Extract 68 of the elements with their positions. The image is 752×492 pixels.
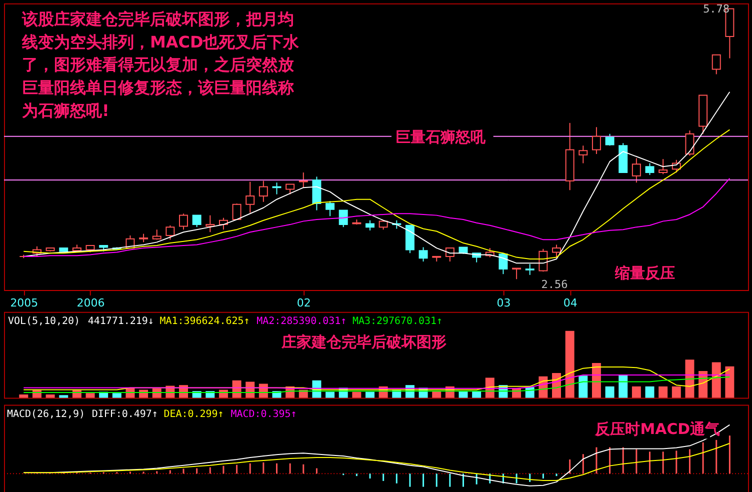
bar — [632, 386, 641, 398]
candlestick — [645, 162, 654, 176]
candlestick — [592, 126, 601, 155]
bar — [565, 330, 574, 398]
bar — [366, 392, 374, 398]
candlestick — [525, 264, 534, 276]
x-tick-label: 2005 — [10, 296, 38, 310]
candlestick — [366, 220, 374, 231]
bar — [658, 386, 668, 398]
text: DIFF:0.497↑ — [92, 408, 158, 420]
text: VOL(5,10,20) — [8, 316, 80, 327]
bar — [605, 386, 614, 398]
bar — [472, 391, 482, 398]
bar — [19, 394, 28, 398]
bar — [592, 362, 601, 398]
candlestick — [712, 54, 721, 75]
bar — [685, 360, 694, 398]
candlestick — [246, 181, 255, 214]
bar — [725, 366, 734, 398]
candlestick — [258, 180, 268, 202]
candlestick — [232, 203, 242, 220]
bar — [432, 391, 442, 398]
text: MACD(26,12,9) — [6, 408, 86, 420]
x-tick-label: 03 — [496, 296, 511, 310]
bar — [672, 386, 681, 398]
text: MA1:396624.625↑ — [160, 316, 250, 327]
candlestick — [685, 130, 694, 156]
candlestick — [326, 200, 335, 217]
candlestick — [166, 224, 175, 240]
candlestick — [206, 214, 215, 233]
annotation: 反压时MACD通气 — [594, 420, 720, 438]
bar — [618, 375, 628, 398]
candlestick — [286, 184, 295, 195]
annotation: 5.78 — [703, 2, 730, 16]
candlestick — [578, 145, 588, 164]
bar — [59, 395, 68, 398]
bar — [578, 376, 588, 398]
text: 441771.219↓ — [88, 316, 154, 327]
candlestick — [312, 176, 322, 211]
text: MACD:0.395↑ — [230, 408, 297, 420]
candlestick — [418, 246, 428, 262]
x-tick-label: 04 — [563, 296, 578, 310]
bar — [112, 393, 122, 398]
candlestick — [338, 210, 348, 228]
candlestick — [632, 158, 641, 184]
candlestick — [192, 214, 202, 228]
annotation: 缩量反压 — [614, 264, 676, 282]
x-tick-label: 02 — [296, 296, 311, 310]
bar — [352, 392, 362, 398]
x-tick-label: 2006 — [76, 296, 105, 310]
candlestick — [498, 253, 508, 275]
bar — [46, 394, 55, 398]
candlestick — [179, 213, 188, 230]
bar — [712, 362, 721, 398]
annotation: 巨量石狮怒吼 — [395, 128, 486, 146]
candlestick — [512, 268, 522, 280]
candlestick — [552, 244, 562, 259]
annotation: 庄家建仓完毕后破坏图形 — [280, 332, 447, 351]
text: MA3:297670.031↑ — [352, 316, 443, 327]
text: DEA:0.299↑ — [164, 408, 224, 420]
bar — [645, 386, 654, 398]
annotation: 2.56 — [541, 278, 568, 291]
annotation: 该股庄家建仓完毕后破坏图形，把月均线变为空头排列，MACD也死叉后下水了，图形难看得无以复加，之后突然放巨量阳线单日修复形态，该巨量阳线称为石狮怒吼! — [20, 9, 300, 120]
bar — [326, 392, 335, 398]
candlestick — [658, 158, 668, 175]
text: MA2:285390.031↑ — [256, 316, 347, 327]
bar — [458, 391, 468, 398]
bar — [86, 393, 95, 398]
